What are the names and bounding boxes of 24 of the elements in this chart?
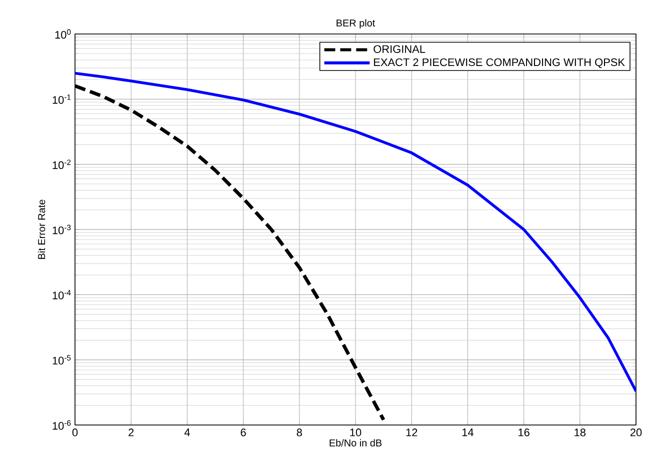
y-tick-label: 10$^{-2}$ xyxy=(52,160,71,170)
legend-label: ORIGINAL xyxy=(374,45,426,53)
y-tick-label: 10$^{-4}$ xyxy=(52,290,71,300)
y-tick-label: 10$^{-1}$ xyxy=(52,94,71,104)
y-tick-label: 10$^{-3}$ xyxy=(52,224,71,234)
x-tick-label: 18 xyxy=(574,428,586,436)
x-tick-label: 8 xyxy=(296,428,302,436)
legend-label: EXACT 2 PIECEWISE COMPANDING WITH QPSK xyxy=(374,58,625,68)
x-tick-label: 4 xyxy=(184,428,190,436)
x-tick-label: 10 xyxy=(350,428,362,436)
x-tick-label: 14 xyxy=(462,428,474,436)
x-tick-label: 16 xyxy=(518,428,530,436)
x-tick-label: 20 xyxy=(630,428,642,436)
x-tick-label: 2 xyxy=(128,428,134,436)
x-tick-label: 0 xyxy=(72,428,78,436)
chart-title: BER plot xyxy=(336,19,376,28)
line-series xyxy=(75,72,636,393)
x-tick-label: 6 xyxy=(240,428,246,436)
x-tick-label: 12 xyxy=(406,428,418,436)
x-axis-title: Eb/No in dB xyxy=(330,439,382,446)
y-axis-title: Bit Error Rate xyxy=(38,200,46,259)
y-tick-label: 10$^{-6}$ xyxy=(52,420,71,430)
y-tick-label: 10$^{0}$ xyxy=(55,29,71,39)
y-tick-label: 10$^{-5}$ xyxy=(52,355,71,365)
